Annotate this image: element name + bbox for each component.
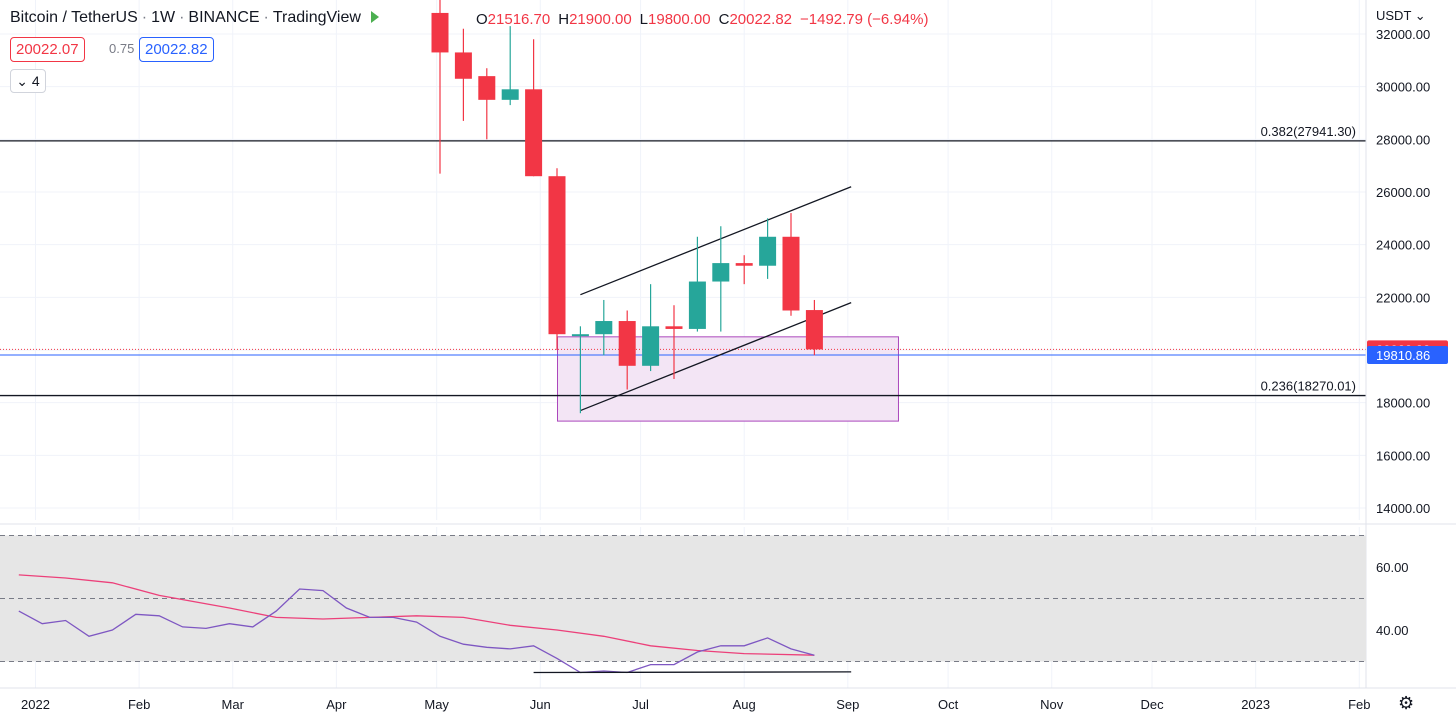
gear-icon[interactable]: ⚙: [1398, 693, 1415, 713]
candle-body[interactable]: [712, 263, 730, 282]
close-value: 20022.82: [729, 11, 793, 28]
candle-body[interactable]: [782, 236, 800, 311]
time-axis-label: Jul: [632, 697, 649, 712]
channel-upper-line[interactable]: [580, 186, 852, 296]
sell-button[interactable]: 20022.07: [10, 37, 85, 62]
interval-label[interactable]: 1W: [151, 9, 176, 26]
open-letter: O: [476, 11, 488, 28]
time-axis-label: Dec: [1140, 697, 1164, 712]
time-axis-label: Sep: [836, 697, 859, 712]
price-axis-tick: 14000.00: [1376, 501, 1430, 516]
buy-button[interactable]: 20022.82: [139, 37, 214, 62]
indicator-count: 4: [31, 73, 40, 89]
candle-body[interactable]: [571, 334, 589, 337]
flag-icon[interactable]: [370, 11, 379, 23]
rsi-axis-tick: 60.00: [1376, 560, 1409, 575]
currency-selector[interactable]: USDT ⌄: [1376, 8, 1426, 24]
price-axis-tick: 22000.00: [1376, 290, 1430, 305]
candle-body[interactable]: [525, 89, 543, 177]
time-axis-label: Oct: [938, 697, 959, 712]
change-value: −1492.79 (−6.94%): [800, 11, 929, 28]
rsi-axis-tick: 40.00: [1376, 623, 1409, 638]
rsi-ma-line[interactable]: [18, 574, 815, 656]
open-value: 21516.70: [487, 11, 551, 28]
low-value: 19800.00: [648, 11, 711, 28]
fib-level-label: 0.382(27941.30): [1261, 124, 1356, 139]
rsi-line[interactable]: [18, 588, 815, 674]
candle-body[interactable]: [642, 326, 660, 366]
price-axis-tick: 26000.00: [1376, 185, 1430, 200]
exchange-label: BINANCE: [188, 9, 260, 26]
candle-body[interactable]: [454, 52, 472, 79]
time-axis-label: 2022: [21, 697, 50, 712]
price-label-text: 19810.86: [1376, 348, 1430, 363]
time-axis-label: Apr: [326, 697, 347, 712]
close-letter: C: [718, 11, 730, 28]
time-axis-label: May: [424, 697, 449, 712]
spread-value: 0.75: [104, 37, 140, 60]
candle-body[interactable]: [759, 236, 777, 266]
candle-body[interactable]: [735, 263, 753, 266]
candle-body[interactable]: [805, 310, 823, 350]
chevron-down-icon: ⌄: [16, 73, 29, 89]
price-axis-tick: 32000.00: [1376, 27, 1430, 42]
symbol-header: Bitcoin / TetherUS · 1W · BINANCE · TradingVie…: [10, 9, 387, 27]
provider-label: TradingView: [272, 9, 361, 26]
time-axis-label: Mar: [222, 697, 245, 712]
time-axis-label: Aug: [733, 697, 756, 712]
low-letter: L: [639, 11, 649, 28]
time-axis-label: Feb: [1348, 697, 1370, 712]
price-axis-tick: 16000.00: [1376, 448, 1430, 463]
currency-label: USDT: [1376, 8, 1412, 23]
symbol-name[interactable]: Bitcoin / TetherUS: [10, 9, 138, 26]
candle-body[interactable]: [548, 176, 566, 335]
price-axis-tick: 24000.00: [1376, 238, 1430, 253]
indicators-toggle[interactable]: ⌄ 4: [10, 69, 46, 93]
time-axis-label: Feb: [128, 697, 150, 712]
price-label-tag: [1367, 345, 1448, 364]
candle-body[interactable]: [501, 89, 519, 100]
candle-body[interactable]: [665, 326, 683, 329]
price-axis-tick: 28000.00: [1376, 132, 1430, 147]
time-axis-label: Jun: [530, 697, 551, 712]
support-zone[interactable]: [557, 336, 899, 422]
high-value: 21900.00: [569, 11, 632, 28]
candle-body[interactable]: [595, 321, 613, 335]
rsi-trendline[interactable]: [533, 671, 852, 674]
price-axis-tick: 30000.00: [1376, 80, 1430, 95]
time-axis-label: Nov: [1040, 697, 1064, 712]
time-axis-label: 2023: [1241, 697, 1270, 712]
candle-body[interactable]: [478, 76, 496, 100]
fib-level-label: 0.236(18270.01): [1261, 379, 1356, 394]
high-letter: H: [558, 11, 570, 28]
candle-body[interactable]: [618, 321, 636, 366]
ohlc-legend: O21516.70 H21900.00 L19800.00 C20022.82 −149…: [476, 11, 936, 28]
candle-body[interactable]: [431, 12, 449, 53]
chevron-down-icon: ⌄: [1414, 8, 1426, 23]
price-axis-tick: 18000.00: [1376, 396, 1430, 411]
candle-body[interactable]: [688, 281, 706, 329]
